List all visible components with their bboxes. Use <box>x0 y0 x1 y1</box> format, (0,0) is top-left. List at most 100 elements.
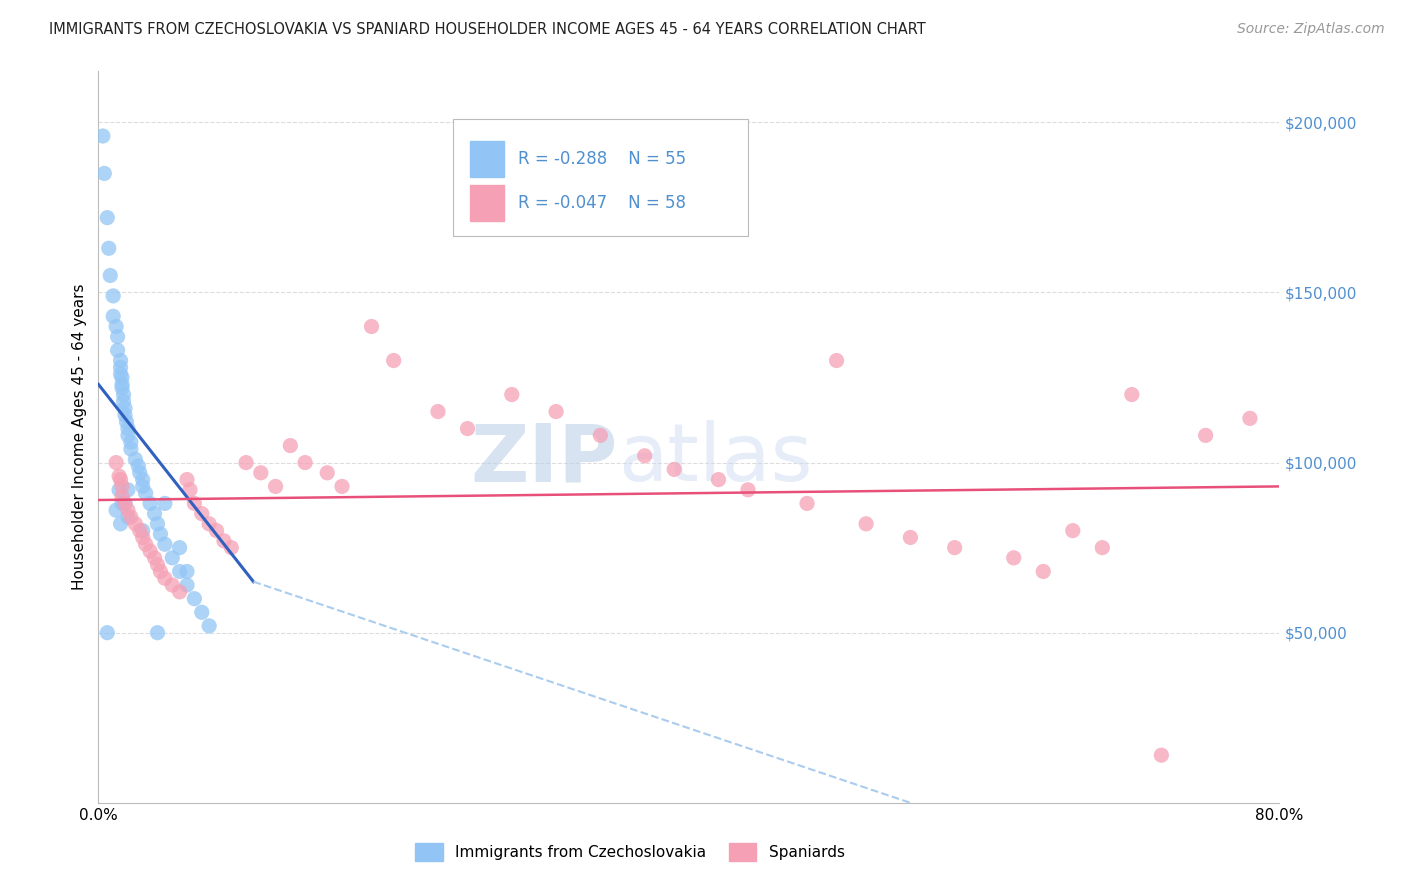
Point <box>146 516 169 531</box>
Point <box>825 353 848 368</box>
Point <box>146 625 169 640</box>
Point <box>132 473 155 487</box>
Point <box>280 439 302 453</box>
Point <box>191 507 214 521</box>
Point <box>111 381 134 395</box>
Text: R = -0.288    N = 55: R = -0.288 N = 55 <box>517 150 686 168</box>
Point <box>1195 428 1218 442</box>
Point <box>546 404 568 418</box>
Point <box>114 408 136 422</box>
Point <box>117 503 139 517</box>
Point <box>124 516 146 531</box>
Point <box>108 483 131 497</box>
Point <box>91 128 114 143</box>
Point <box>96 211 118 225</box>
Point <box>111 377 134 392</box>
Point <box>132 531 155 545</box>
Point <box>96 625 118 640</box>
Point <box>146 558 169 572</box>
Point <box>149 527 172 541</box>
Point <box>110 473 132 487</box>
Point <box>1062 524 1084 538</box>
Point <box>120 510 142 524</box>
Point <box>162 550 183 565</box>
Point <box>132 479 155 493</box>
Point <box>169 585 191 599</box>
Point <box>97 241 120 255</box>
Point <box>114 496 136 510</box>
Point <box>176 473 198 487</box>
Point <box>105 319 128 334</box>
Point <box>110 360 132 375</box>
Point <box>107 343 129 358</box>
Point <box>212 533 235 548</box>
Point <box>169 541 191 555</box>
Point <box>139 544 162 558</box>
Point <box>135 486 157 500</box>
Point <box>107 329 129 343</box>
Point <box>93 166 115 180</box>
Point <box>221 541 243 555</box>
Point <box>183 591 205 606</box>
Point <box>111 370 134 384</box>
Point <box>108 469 131 483</box>
Point <box>120 435 142 450</box>
Y-axis label: Householder Income Ages 45 - 64 years: Householder Income Ages 45 - 64 years <box>72 284 87 591</box>
Point <box>103 289 125 303</box>
Point <box>143 550 166 565</box>
Point <box>501 387 523 401</box>
Point <box>360 319 382 334</box>
Bar <box>471 185 503 221</box>
Text: atlas: atlas <box>619 420 813 498</box>
Point <box>111 496 134 510</box>
Point <box>1002 550 1025 565</box>
Point <box>162 578 183 592</box>
Point <box>176 565 198 579</box>
Point <box>153 496 176 510</box>
Point <box>737 483 759 497</box>
Point <box>235 456 257 470</box>
Point <box>110 353 132 368</box>
Point <box>111 479 134 493</box>
Point <box>103 310 125 324</box>
Point <box>149 565 172 579</box>
Point <box>114 496 136 510</box>
Point <box>664 462 686 476</box>
Point <box>1032 565 1054 579</box>
Point <box>139 496 162 510</box>
Point <box>135 537 157 551</box>
Text: ZIP: ZIP <box>471 420 619 498</box>
Point <box>589 428 612 442</box>
Point <box>900 531 922 545</box>
Point <box>382 353 405 368</box>
FancyBboxPatch shape <box>453 119 748 235</box>
Point <box>153 537 176 551</box>
Point <box>1150 748 1173 763</box>
Point <box>457 421 479 435</box>
Point <box>112 387 135 401</box>
Point <box>1121 387 1143 401</box>
Point <box>198 619 221 633</box>
Point <box>120 442 142 456</box>
Point <box>117 510 139 524</box>
Point <box>117 483 139 497</box>
Point <box>1091 541 1114 555</box>
Point <box>98 268 121 283</box>
Point <box>316 466 339 480</box>
Point <box>179 483 201 497</box>
Point <box>124 452 146 467</box>
Point <box>250 466 273 480</box>
Point <box>183 496 205 510</box>
Text: Source: ZipAtlas.com: Source: ZipAtlas.com <box>1237 22 1385 37</box>
Point <box>110 367 132 381</box>
Point <box>707 473 730 487</box>
Point <box>128 466 150 480</box>
Point <box>169 565 191 579</box>
Point <box>855 516 877 531</box>
Point <box>264 479 287 493</box>
Point <box>153 571 176 585</box>
Point <box>105 456 128 470</box>
Point <box>128 524 150 538</box>
Point <box>943 541 966 555</box>
Point <box>111 490 134 504</box>
